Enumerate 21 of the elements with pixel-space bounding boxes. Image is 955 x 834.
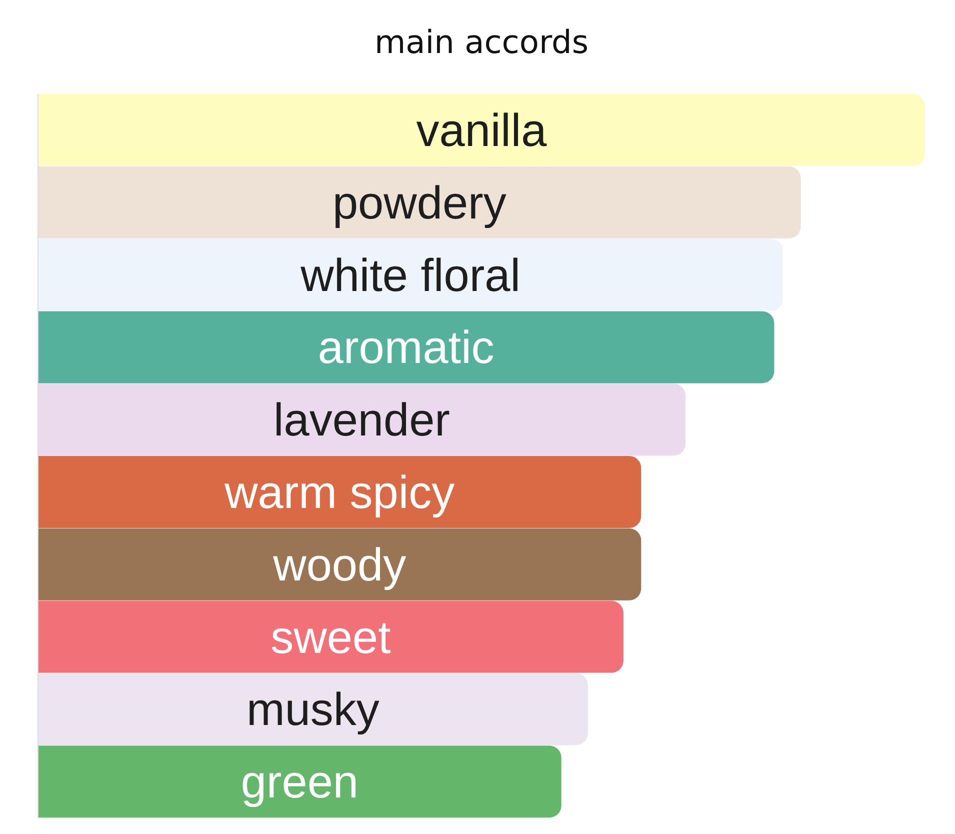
- bar: [38, 673, 588, 746]
- bar: [38, 384, 686, 456]
- bar: [38, 456, 642, 528]
- bar: [38, 311, 774, 384]
- bar: [38, 600, 624, 673]
- y-tick-label: woody: [272, 538, 406, 590]
- bar: [38, 94, 925, 166]
- chart-title: main accords: [373, 22, 590, 63]
- y-tick-label: green: [240, 756, 358, 808]
- bar: [38, 528, 642, 600]
- y-tick-label: aromatic: [318, 321, 494, 374]
- y-tick-label: white floral: [300, 248, 520, 301]
- y-tick-label: musky: [246, 683, 380, 736]
- y-tick-label: vanilla: [416, 104, 548, 156]
- y-tick-label: lavender: [274, 394, 450, 446]
- bar: [38, 166, 801, 238]
- y-tick-label: warm spicy: [224, 466, 455, 518]
- y-tick-label: powdery: [332, 176, 506, 228]
- bar: [38, 746, 562, 818]
- y-tick-label: sweet: [270, 610, 392, 663]
- bar: [38, 238, 784, 311]
